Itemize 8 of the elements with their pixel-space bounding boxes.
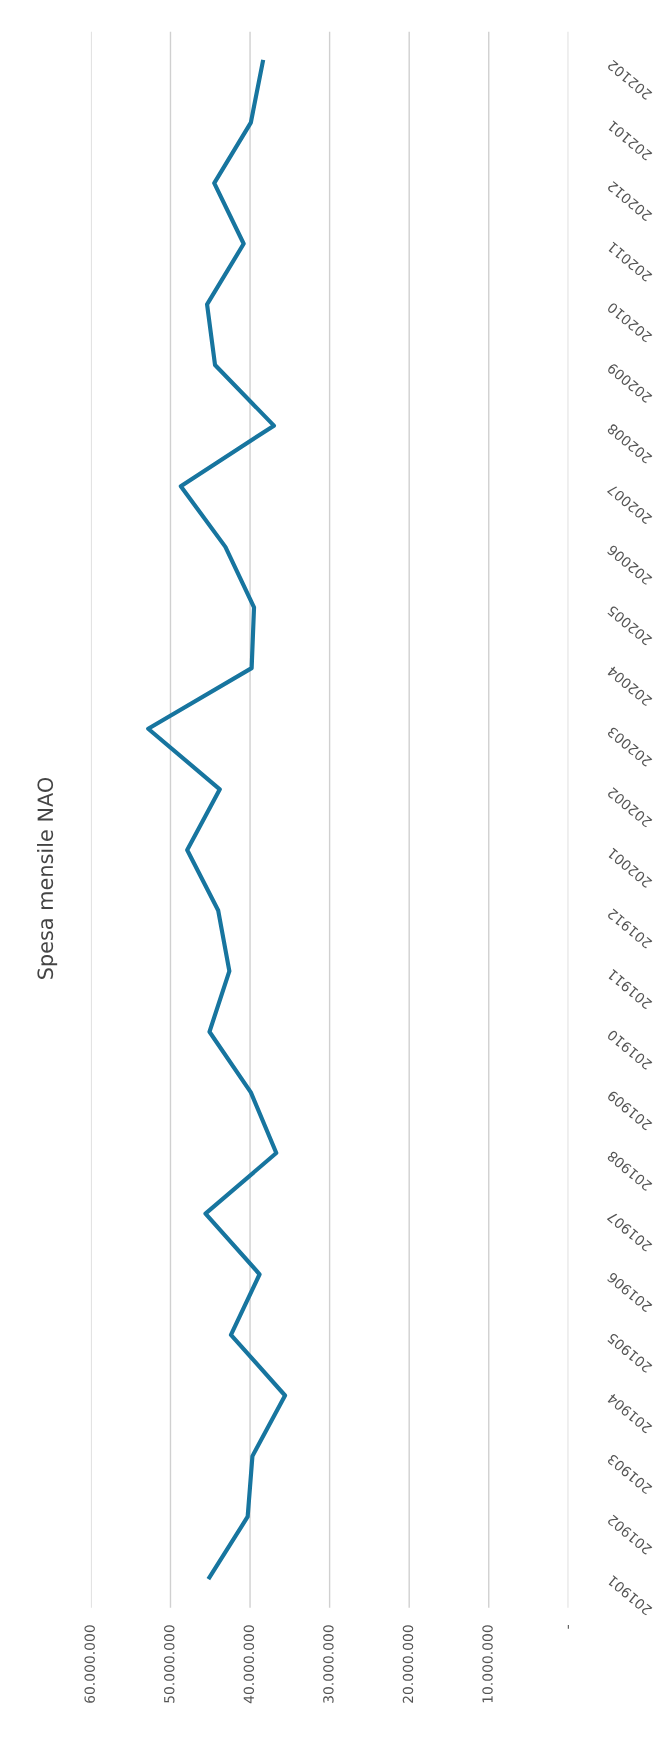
x-tick-label: 40.000.000 [243, 1625, 255, 1704]
x-tick-label: - [567, 1625, 569, 1629]
text: Spesa mensile NAO [37, 777, 58, 979]
x-tick-label: 10.000.000 [482, 1625, 493, 1703]
x-tick-label: 50.000.000 [164, 1625, 175, 1703]
x-tick-label: 20.000.000 [402, 1625, 414, 1703]
x-tick-label: 60.000.000 [84, 1625, 95, 1703]
x-tick-label: 30.000.000 [323, 1625, 334, 1703]
